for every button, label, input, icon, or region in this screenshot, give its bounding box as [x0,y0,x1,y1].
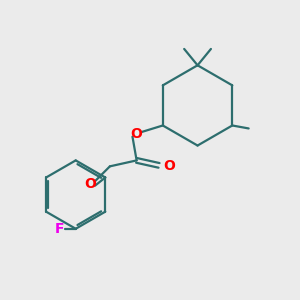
Text: O: O [163,159,175,173]
Text: F: F [55,222,64,236]
Text: O: O [85,177,97,191]
Text: O: O [131,127,142,141]
